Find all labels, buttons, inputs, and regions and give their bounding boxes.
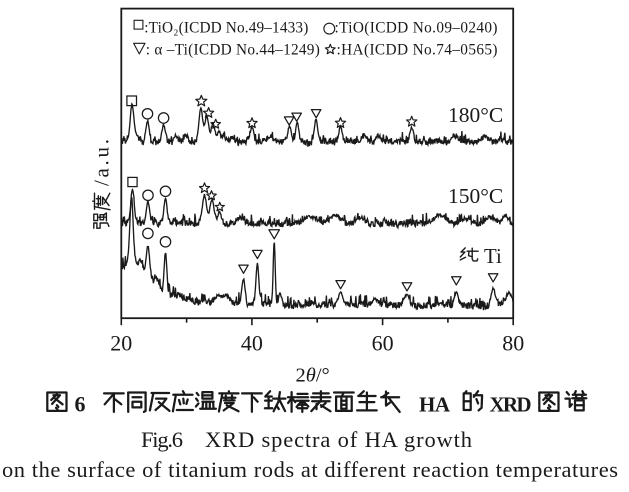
svg-text:XRD spectra of HA growth: XRD spectra of HA growth [205, 427, 472, 452]
svg-text:150: 150 [448, 184, 480, 208]
svg-text:XRD: XRD [490, 393, 532, 417]
svg-text:/a.u.: /a.u. [90, 136, 114, 186]
svg-text:°C: °C [480, 184, 503, 208]
svg-text:40: 40 [241, 331, 263, 356]
svg-text:2θ/°: 2θ/° [296, 365, 330, 387]
svg-text:20: 20 [110, 331, 132, 356]
svg-text:60: 60 [372, 331, 394, 356]
svg-text:80: 80 [502, 331, 524, 356]
svg-text::TiO(ICDD No.09–0240): :TiO(ICDD No.09–0240) [335, 20, 498, 37]
svg-text:Fig.6: Fig.6 [141, 427, 183, 452]
svg-text:6: 6 [75, 392, 86, 417]
svg-text:: α –Ti(ICDD No.44–1249): : α –Ti(ICDD No.44–1249) [146, 42, 320, 59]
svg-text:Ti: Ti [484, 245, 502, 268]
svg-text::TiO₂(ICDD No.49–1433): :TiO₂(ICDD No.49–1433) [144, 20, 308, 37]
svg-text::HA(ICDD No.74–0565): :HA(ICDD No.74–0565) [337, 42, 498, 59]
svg-text:°C: °C [480, 103, 503, 127]
svg-text:180: 180 [448, 103, 480, 127]
svg-text:HA: HA [419, 393, 451, 417]
svg-text:on the surface of titanium rod: on the surface of titanium rods at diffe… [2, 457, 618, 482]
